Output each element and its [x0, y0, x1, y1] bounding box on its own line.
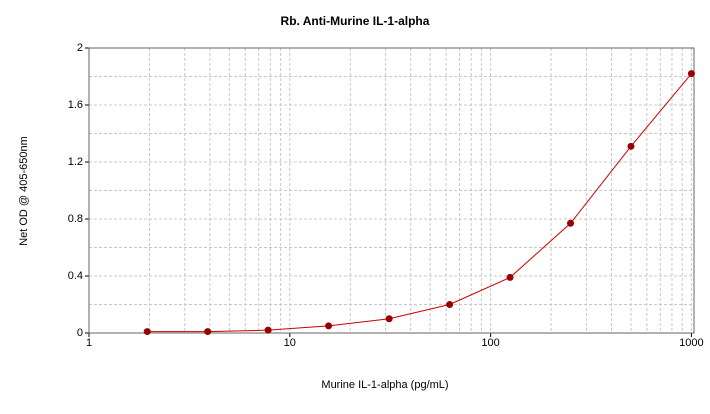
- fit-line: [147, 73, 692, 333]
- x-axis-label: Murine IL-1-alpha (pg/mL): [321, 379, 448, 391]
- y-tick-label: 0.8: [68, 213, 83, 225]
- data-point: [567, 219, 575, 227]
- x-tick-label: 100: [481, 337, 499, 349]
- data-point: [687, 70, 695, 78]
- y-tick-label: 1.2: [68, 156, 83, 168]
- y-tick-label: 1.6: [68, 99, 83, 111]
- x-tick-label: 10: [284, 337, 296, 349]
- data-point: [325, 322, 333, 330]
- plot-frame: [88, 47, 695, 334]
- y-axis-label: Net OD @ 405-650nm: [18, 136, 30, 246]
- data-point: [385, 315, 393, 323]
- chart-title: Rb. Anti-Murine IL-1-alpha: [281, 14, 430, 28]
- data-point: [204, 328, 212, 336]
- x-tick-label: 1000: [679, 337, 703, 349]
- y-tick-label: 0: [77, 327, 83, 339]
- x-tick-label: 1: [86, 337, 92, 349]
- data-point: [264, 326, 272, 334]
- y-tick-label: 0.4: [68, 270, 83, 282]
- data-point: [446, 301, 454, 308]
- data-point: [627, 142, 635, 150]
- y-tick-label: 2: [77, 42, 83, 54]
- data-point: [143, 328, 151, 336]
- data-point: [506, 273, 514, 281]
